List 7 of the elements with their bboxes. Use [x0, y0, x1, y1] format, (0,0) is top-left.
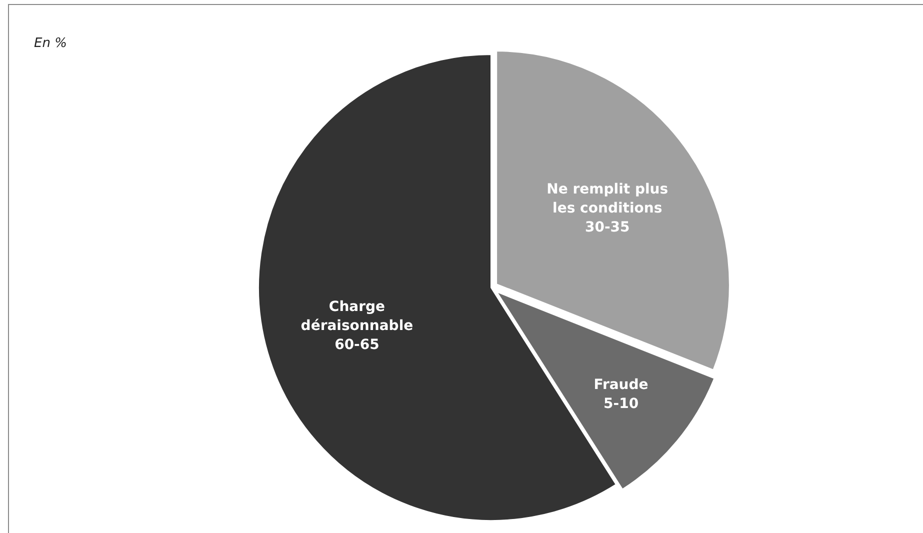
- data-label: 5-10: [604, 396, 639, 412]
- slice-label: Fraude: [594, 376, 648, 393]
- slice-label: Ne remplit plus les conditions: [546, 181, 668, 216]
- slice-label: Charge déraisonnable: [300, 299, 414, 334]
- data-label: 30-35: [584, 219, 630, 236]
- text: En %: [34, 36, 67, 51]
- data-label: 60-65: [334, 337, 380, 354]
